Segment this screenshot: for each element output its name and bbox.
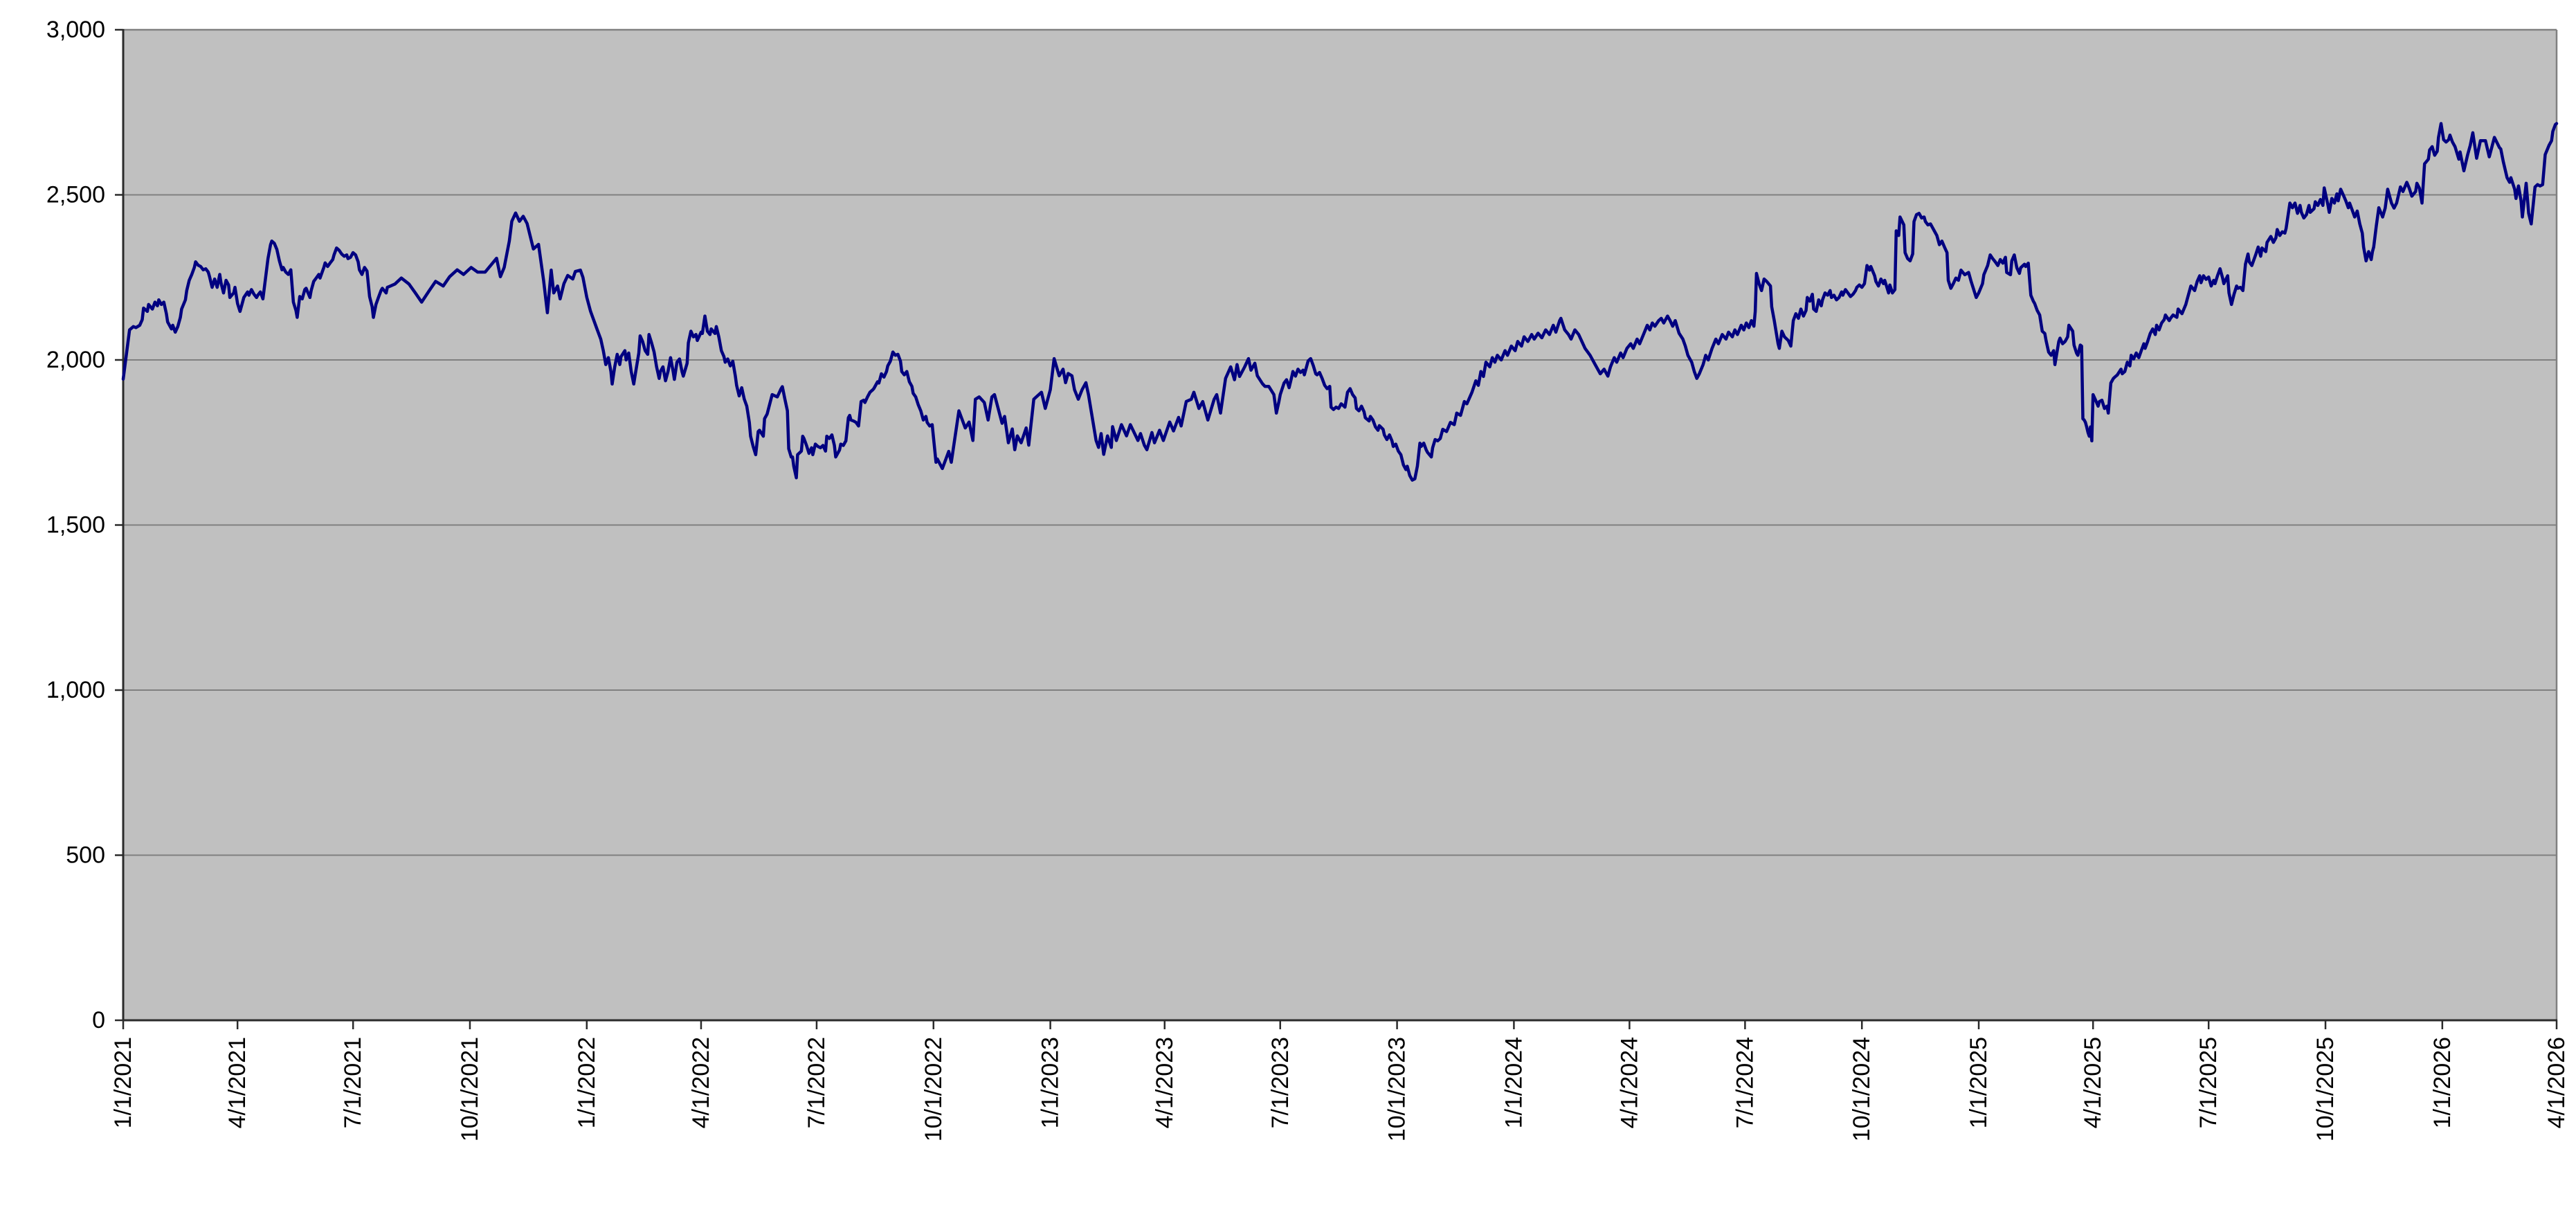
x-axis-tick-label: 10/1/2024 — [1849, 1037, 1875, 1141]
horizontal-gridlines — [123, 194, 2557, 856]
x-axis-tick-label: 1/1/2024 — [1500, 1037, 1527, 1128]
x-axis-tick-label: 1/1/2025 — [1966, 1037, 1992, 1128]
x-axis-tick-label: 1/1/2023 — [1037, 1037, 1064, 1128]
x-axis-tick-label: 10/1/2021 — [457, 1037, 483, 1141]
y-axis-label: 2,500 — [46, 182, 105, 208]
x-axis-tick-label: 4/1/2022 — [688, 1037, 714, 1128]
price-series-line — [121, 122, 2559, 482]
y-axis-label: 0 — [92, 1007, 105, 1033]
y-axis-label: 2,000 — [46, 347, 105, 373]
x-axis-tick-label: 4/1/2021 — [224, 1037, 251, 1128]
x-axis-tick-label: 10/1/2023 — [1384, 1037, 1411, 1141]
y-axis: 0 500 1,000 1,500 2,000 2,500 3,000 — [46, 17, 125, 1033]
y-axis-label: 3,000 — [46, 17, 105, 43]
y-axis-label: 1,500 — [46, 512, 105, 539]
x-axis-tick-label: 4/1/2023 — [1152, 1037, 1178, 1128]
x-axis-tick-label: 7/1/2021 — [340, 1037, 366, 1128]
x-axis-tick-label: 7/1/2025 — [2195, 1037, 2222, 1128]
y-axis-label: 500 — [66, 842, 105, 869]
x-axis-tick-label: 10/1/2025 — [2312, 1037, 2339, 1141]
x-axis-tick-label: 4/1/2025 — [2080, 1037, 2106, 1128]
x-axis-tick-label: 4/1/2024 — [1616, 1037, 1642, 1128]
x-axis-tick-label: 1/1/2022 — [574, 1037, 600, 1128]
x-axis-tick-label: 7/1/2023 — [1267, 1037, 1294, 1128]
x-axis-tick-label: 4/1/2026 — [2543, 1037, 2570, 1128]
x-axis-tick-label: 7/1/2024 — [1732, 1037, 1758, 1128]
x-axis-tick-label: 7/1/2022 — [804, 1037, 830, 1128]
x-axis-tick-label: 10/1/2022 — [920, 1037, 947, 1141]
y-axis-label: 1,000 — [46, 677, 105, 703]
x-axis-tick-label: 1/1/2021 — [110, 1037, 136, 1128]
plot-border — [123, 28, 2558, 1020]
x-axis: 1/1/2021 4/1/2021 7/1/2021 10/1/2021 1/1/202… — [110, 1019, 2570, 1141]
x-axis-tick-label: 1/1/2026 — [2429, 1037, 2456, 1128]
